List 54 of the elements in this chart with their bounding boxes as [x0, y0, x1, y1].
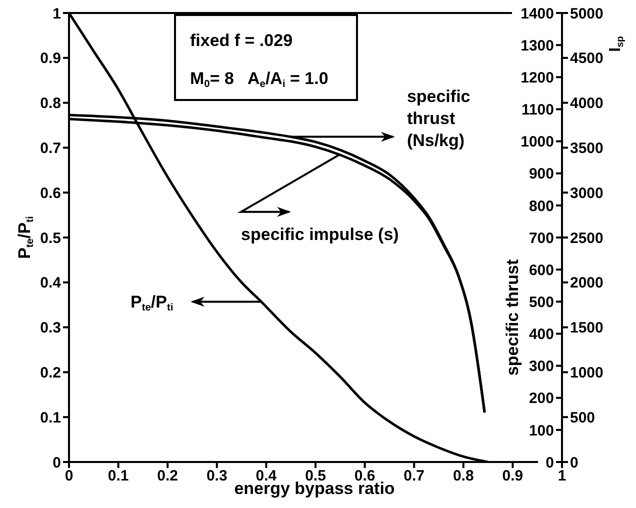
- x-tick-label: 0.8: [452, 468, 474, 485]
- x-tick-label: 0.4: [256, 468, 278, 485]
- x-tick-label: 0.6: [354, 468, 376, 485]
- y3-tick-label: 2500: [570, 230, 604, 247]
- y3-tick-label: 0: [570, 454, 578, 472]
- y-tick-label: 0: [52, 454, 61, 472]
- y3-tick-label: 3000: [570, 184, 604, 202]
- y2-tick-label: 900: [528, 166, 554, 183]
- y-tick-label: 0.9: [40, 50, 61, 68]
- x-tick-label: 1: [558, 468, 566, 485]
- y3-tick-label: 4500: [570, 50, 604, 68]
- y2-tick-label: 700: [528, 230, 554, 247]
- annotation: fixed f = .029: [190, 31, 293, 50]
- y2-tick-label: 400: [528, 326, 554, 344]
- x-tick-label: 0.2: [157, 468, 178, 485]
- y2-tick-label: 100: [528, 422, 554, 440]
- y2-tick-label: 300: [528, 358, 554, 376]
- y2-tick-label: 1200: [520, 69, 554, 86]
- y-tick-label: 1: [52, 5, 61, 22]
- y2-tick-label: 1000: [520, 134, 554, 151]
- y2-tick-label: 800: [528, 198, 554, 215]
- y-tick-label: 0.1: [40, 409, 61, 426]
- y-tick-label: 0.4: [40, 274, 62, 292]
- x-tick-label: 0.1: [108, 468, 129, 485]
- y2-tick-label: 600: [528, 262, 554, 279]
- legend-label: P$_{te}$/P$_{ti}$: [130, 292, 174, 314]
- x-tick-label: 0.7: [404, 468, 425, 485]
- y3-tick-label: 1500: [570, 320, 604, 337]
- y3-tick-label: 1000: [570, 364, 604, 382]
- series-label: specific impulse (s): [241, 224, 399, 244]
- x-tick-label: 0.9: [502, 468, 524, 485]
- y2-tick-label: 500: [528, 294, 554, 311]
- y3-tick-label: 2000: [570, 274, 604, 292]
- series-label: specific thrust (Ns/kg): [406, 86, 470, 150]
- y-tick-label: 0.6: [40, 184, 61, 202]
- y-tick-label: 0.7: [40, 140, 61, 158]
- y3-tick-label: 500: [570, 409, 596, 426]
- y-tick-label: 0.2: [40, 364, 61, 382]
- y2-tick-label: 1400: [520, 5, 554, 22]
- y-tick-label: 0.8: [40, 95, 61, 112]
- y3-tick-label: 3500: [570, 140, 604, 158]
- annotation: M$_{0}$= 8 A$_{e}$/A$_{i}$ = 1.0: [190, 69, 328, 90]
- y-tick-label: 0.3: [40, 320, 61, 337]
- x-tick-label: 0: [64, 468, 74, 485]
- x-tick-label: 0.5: [305, 468, 326, 485]
- x-tick-label: 0.3: [206, 468, 228, 485]
- y3-tick-label: 4000: [570, 95, 604, 112]
- y2-tick-label: 0: [546, 454, 554, 472]
- y2-tick-label: 1100: [521, 102, 554, 119]
- y2-axis-title: specific thrust: [503, 259, 522, 376]
- y2-tick-label: 1300: [520, 37, 554, 54]
- y3-tick-label: 5000: [570, 5, 604, 22]
- y2-tick-label: 200: [528, 390, 554, 408]
- y-tick-label: 0.5: [40, 230, 61, 247]
